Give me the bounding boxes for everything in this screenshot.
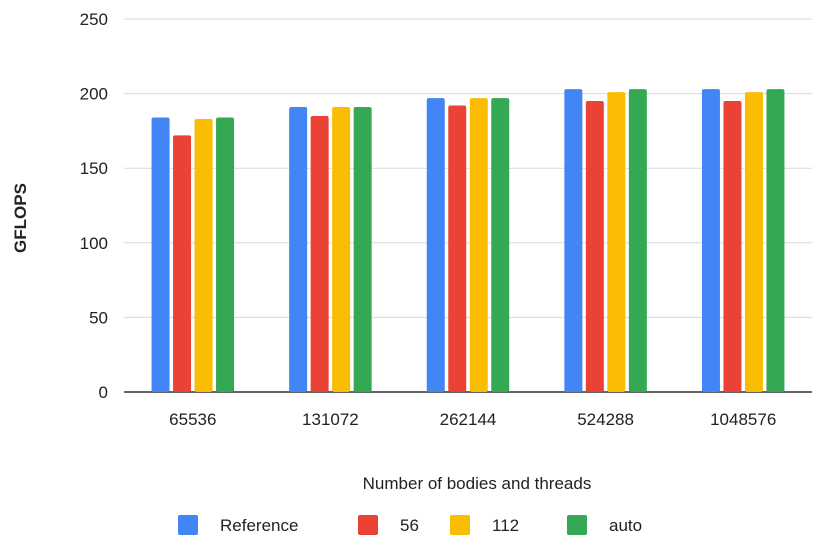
bar-56-131072 xyxy=(310,115,329,392)
bar-auto-1048576 xyxy=(766,89,785,393)
x-tick-label: 262144 xyxy=(440,410,497,429)
legend-swatch-56 xyxy=(358,515,378,535)
y-axis-ticks: 0 50 100 150 200 250 xyxy=(80,10,108,402)
bar-56-1048576 xyxy=(723,101,742,392)
bar-56-262144 xyxy=(448,105,467,392)
bar-112-1048576 xyxy=(744,92,763,392)
legend-swatch-112 xyxy=(450,515,470,535)
legend-label: Reference xyxy=(220,516,298,535)
legend-label: 112 xyxy=(492,516,519,535)
x-tick-label: 1048576 xyxy=(710,410,776,429)
bar-reference-65536 xyxy=(151,117,170,393)
x-axis-title: Number of bodies and threads xyxy=(363,474,592,493)
bar-auto-524288 xyxy=(628,89,647,393)
y-axis-title: GFLOPS xyxy=(11,183,30,253)
bar-112-131072 xyxy=(332,107,351,392)
legend-swatch-reference xyxy=(178,515,198,535)
bar-reference-1048576 xyxy=(701,89,720,393)
y-tick-label: 100 xyxy=(80,234,108,253)
legend: Reference 56 112 auto xyxy=(178,515,642,535)
bar-112-524288 xyxy=(607,92,626,392)
legend-label: 56 xyxy=(400,516,419,535)
bar-reference-131072 xyxy=(289,107,308,392)
x-tick-label: 65536 xyxy=(169,410,216,429)
x-axis-ticks: 65536 131072 262144 524288 1048576 xyxy=(169,410,776,429)
bar-reference-524288 xyxy=(564,89,583,393)
bar-56-65536 xyxy=(173,135,192,392)
bar-reference-262144 xyxy=(426,98,445,393)
y-tick-label: 200 xyxy=(80,85,108,104)
bar-112-65536 xyxy=(194,118,213,393)
bar-112-262144 xyxy=(469,98,488,393)
legend-label: auto xyxy=(609,516,642,535)
bar-56-524288 xyxy=(585,101,604,392)
bar-auto-262144 xyxy=(491,98,510,393)
bars xyxy=(151,89,785,393)
x-tick-label: 131072 xyxy=(302,410,359,429)
y-tick-label: 250 xyxy=(80,10,108,29)
y-tick-label: 50 xyxy=(89,308,108,327)
legend-swatch-auto xyxy=(567,515,587,535)
y-tick-label: 0 xyxy=(99,383,108,402)
gridlines xyxy=(124,18,812,393)
bar-auto-131072 xyxy=(353,107,372,392)
x-tick-label: 524288 xyxy=(577,410,634,429)
y-tick-label: 150 xyxy=(80,159,108,178)
bar-auto-65536 xyxy=(216,117,235,393)
